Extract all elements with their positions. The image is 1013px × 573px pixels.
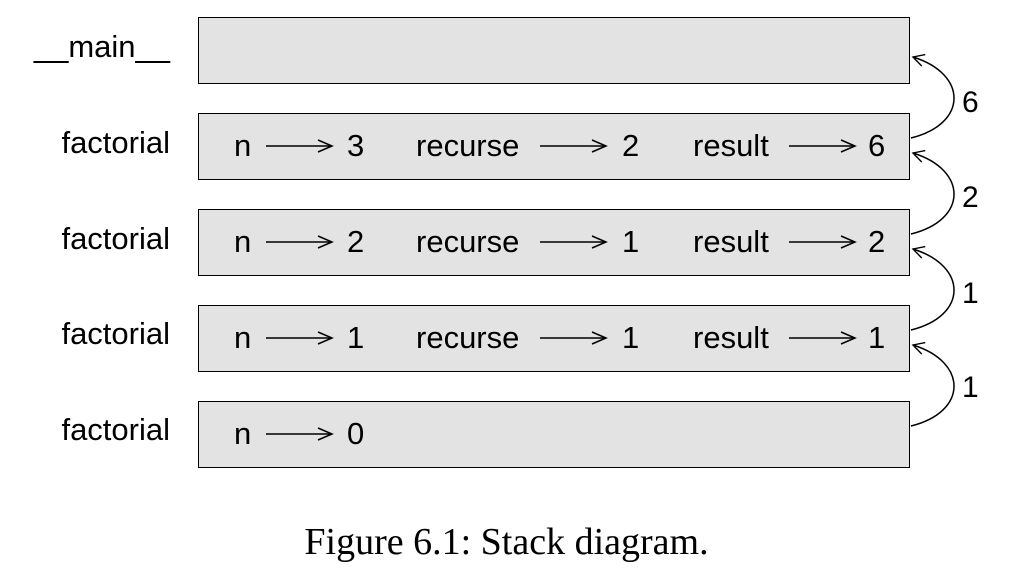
- arrow-icon: [266, 235, 334, 249]
- variable-value: 0: [347, 416, 365, 451]
- return-value-label: 2: [962, 181, 979, 214]
- variable-value: 6: [868, 128, 886, 163]
- frame-box-factorial-3: n 1 recurse 1 result 1: [198, 305, 910, 372]
- variable-name: recurse: [416, 320, 520, 355]
- variable-name: result: [693, 224, 769, 259]
- variable-name: recurse: [416, 224, 520, 259]
- arrow-icon: [266, 331, 334, 345]
- frame-box-factorial-4: n 0: [198, 401, 910, 468]
- arrow-icon: [540, 331, 608, 345]
- variable-name: n: [234, 224, 252, 259]
- arrow-icon: [789, 235, 857, 249]
- frame-box-factorial-1: n 3 recurse 2 result 6: [198, 113, 910, 180]
- variable-name: n: [234, 320, 252, 355]
- variable-value: 1: [622, 320, 640, 355]
- return-value-label: 1: [962, 277, 979, 310]
- arrow-icon: [789, 331, 857, 345]
- variable-value: 3: [347, 128, 365, 163]
- frame-box-main: [198, 17, 910, 84]
- variable-name: n: [234, 128, 252, 163]
- frame-label-factorial-2: factorial: [61, 221, 170, 256]
- figure-caption: Figure 6.1: Stack diagram.: [304, 521, 709, 563]
- frame-label-main: __main__: [33, 29, 170, 64]
- frame-label-factorial-1: factorial: [61, 125, 170, 160]
- variable-name: n: [234, 416, 252, 451]
- return-arrow-3: [910, 245, 955, 331]
- variable-name: recurse: [416, 128, 520, 163]
- frame-label-factorial-4: factorial: [61, 412, 170, 447]
- frame-box-factorial-2: n 2 recurse 1 result 2: [198, 209, 910, 276]
- arrow-icon: [540, 139, 608, 153]
- variable-name: result: [693, 128, 769, 163]
- arrow-icon: [789, 139, 857, 153]
- variable-value: 2: [622, 128, 640, 163]
- return-value-label: 1: [962, 371, 979, 404]
- variable-value: 1: [347, 320, 365, 355]
- return-arrow-4: [910, 341, 955, 427]
- arrow-icon: [266, 427, 334, 441]
- return-value-label: 6: [962, 86, 979, 119]
- variable-value: 1: [622, 224, 640, 259]
- frame-label-factorial-3: factorial: [61, 316, 170, 351]
- arrow-icon: [540, 235, 608, 249]
- return-arrow-1: [910, 53, 955, 139]
- variable-name: result: [693, 320, 769, 355]
- variable-value: 2: [347, 224, 365, 259]
- return-arrow-2: [910, 149, 955, 235]
- variable-value: 2: [868, 224, 886, 259]
- variable-value: 1: [868, 320, 886, 355]
- arrow-icon: [266, 139, 334, 153]
